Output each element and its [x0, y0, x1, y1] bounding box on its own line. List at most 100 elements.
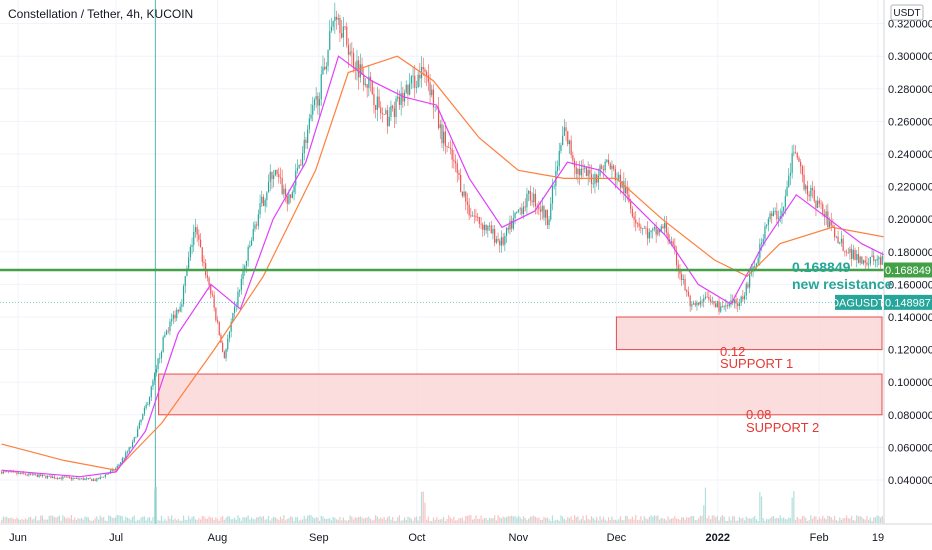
volume-bar: [273, 516, 275, 523]
candle-body: [431, 89, 433, 96]
candle-body: [723, 306, 725, 308]
volume-bar: [825, 519, 827, 523]
candle-body: [861, 256, 863, 264]
candle-body: [395, 98, 397, 118]
candle-body: [434, 106, 436, 108]
candle-body: [305, 139, 307, 143]
candle-body: [682, 279, 684, 280]
volume-bar: [420, 491, 423, 523]
candle-body: [147, 404, 149, 405]
candle-body: [672, 241, 674, 246]
volume-bar: [284, 520, 287, 523]
time-tick-label: Nov: [509, 532, 529, 544]
volume-bar: [706, 518, 708, 523]
candle-body: [638, 223, 640, 227]
candle-body: [206, 275, 208, 278]
volume-bar: [247, 515, 249, 523]
volume-bar: [521, 519, 523, 523]
price-axis[interactable]: 0.040000 0.060000 0.080000 0.100000 0.120000…: [888, 19, 932, 487]
volume-bar: [834, 515, 836, 523]
candle-body: [11, 471, 13, 473]
candle-body: [6, 471, 8, 473]
volume-bar: [373, 519, 375, 523]
currency-selector[interactable]: USDT: [890, 4, 924, 21]
candle-body: [556, 166, 559, 171]
volume-bar: [434, 519, 436, 523]
candle-body: [862, 260, 865, 264]
candle-body: [301, 152, 304, 165]
volume-bar: [784, 519, 786, 523]
candle-body: [70, 477, 72, 480]
volume-bar: [543, 516, 545, 523]
time-tick-label: 19: [872, 532, 884, 544]
candle-body: [572, 155, 574, 161]
volume-bar: [655, 516, 657, 523]
candle-body: [602, 169, 605, 171]
resistance-price-tag: 0.168849: [884, 262, 932, 278]
candle-body: [298, 164, 300, 168]
volume-bar: [568, 518, 571, 523]
volume-bar: [164, 519, 166, 523]
volume-bar: [767, 519, 769, 523]
candle-body: [74, 478, 76, 479]
volume-bar: [385, 519, 387, 523]
candle-body: [325, 66, 327, 70]
volume-bar: [745, 516, 747, 523]
time-tick-label: Jul: [109, 532, 123, 544]
volume-bar: [653, 515, 656, 523]
candle-body: [521, 208, 523, 215]
candle-body: [558, 150, 560, 167]
candle-body: [154, 372, 156, 381]
volume-bar: [599, 516, 601, 523]
candle-body: [684, 279, 686, 291]
volume-bar: [725, 520, 727, 523]
candle-body: [383, 114, 385, 116]
time-axis[interactable]: Jun Jul Aug Sep Oct Nov Dec 2022 Feb 19: [9, 532, 884, 544]
candle-body: [653, 227, 656, 229]
candle-body: [871, 255, 873, 257]
candle-body: [849, 248, 851, 253]
candle-body: [699, 301, 701, 305]
volume-bar: [623, 520, 625, 523]
volume-bar: [137, 519, 139, 523]
volume-bar: [315, 517, 317, 523]
candle-body: [182, 286, 185, 305]
volume-bar: [465, 515, 467, 523]
price-tick-label: 0.080000: [888, 410, 932, 422]
volume-bar: [687, 517, 690, 523]
candle-body: [130, 446, 132, 448]
volume-bar: [502, 516, 504, 523]
candle-body: [274, 170, 276, 176]
volume-bar: [50, 515, 52, 523]
candle-body: [828, 221, 831, 228]
candle-body: [604, 161, 606, 171]
candle-body: [607, 159, 610, 164]
volume-bar: [145, 520, 147, 523]
candle-body: [766, 224, 768, 227]
volume-bar: [876, 515, 878, 523]
volume-bar: [227, 515, 229, 523]
candle-body: [783, 206, 785, 212]
volume-bar: [35, 516, 37, 523]
volume-bar: [233, 517, 236, 523]
volume-bar: [259, 516, 261, 523]
candle-body: [502, 237, 504, 245]
volume-bar: [444, 520, 446, 523]
volume-bar: [77, 517, 79, 523]
currency-label: USDT: [893, 8, 920, 19]
candle-body: [126, 451, 129, 453]
volume-bar: [300, 519, 302, 523]
volume-bar: [356, 517, 358, 523]
candle-body: [322, 67, 324, 75]
volume-bar: [507, 516, 509, 523]
volume-bar: [383, 516, 385, 523]
volume-bar: [874, 517, 877, 523]
candle-body: [278, 174, 280, 178]
candle-body: [708, 296, 710, 300]
volume-bar: [409, 517, 411, 523]
volume-bar: [596, 516, 598, 523]
candle-body: [619, 174, 622, 188]
candle-body: [674, 245, 676, 251]
volume-bar: [378, 518, 380, 523]
